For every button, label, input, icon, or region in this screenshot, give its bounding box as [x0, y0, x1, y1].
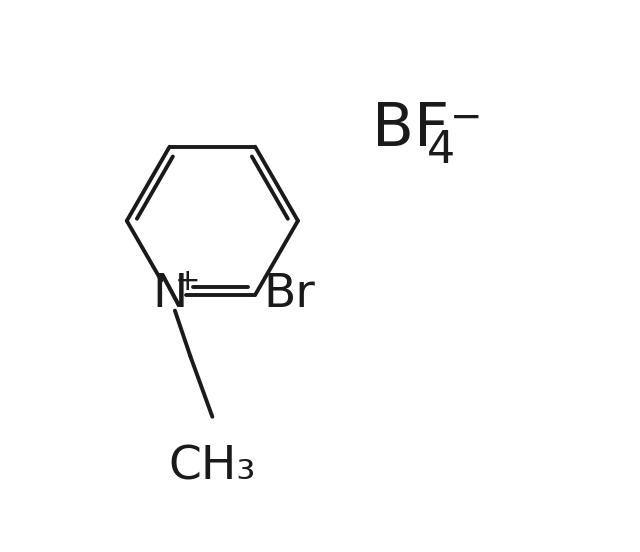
Text: Br: Br [264, 272, 316, 317]
Text: N: N [152, 272, 188, 317]
Text: BF: BF [372, 100, 449, 160]
Text: CH₃: CH₃ [169, 444, 256, 490]
Text: −: − [450, 99, 483, 136]
Text: 4: 4 [426, 129, 455, 172]
Text: +: + [175, 267, 200, 296]
